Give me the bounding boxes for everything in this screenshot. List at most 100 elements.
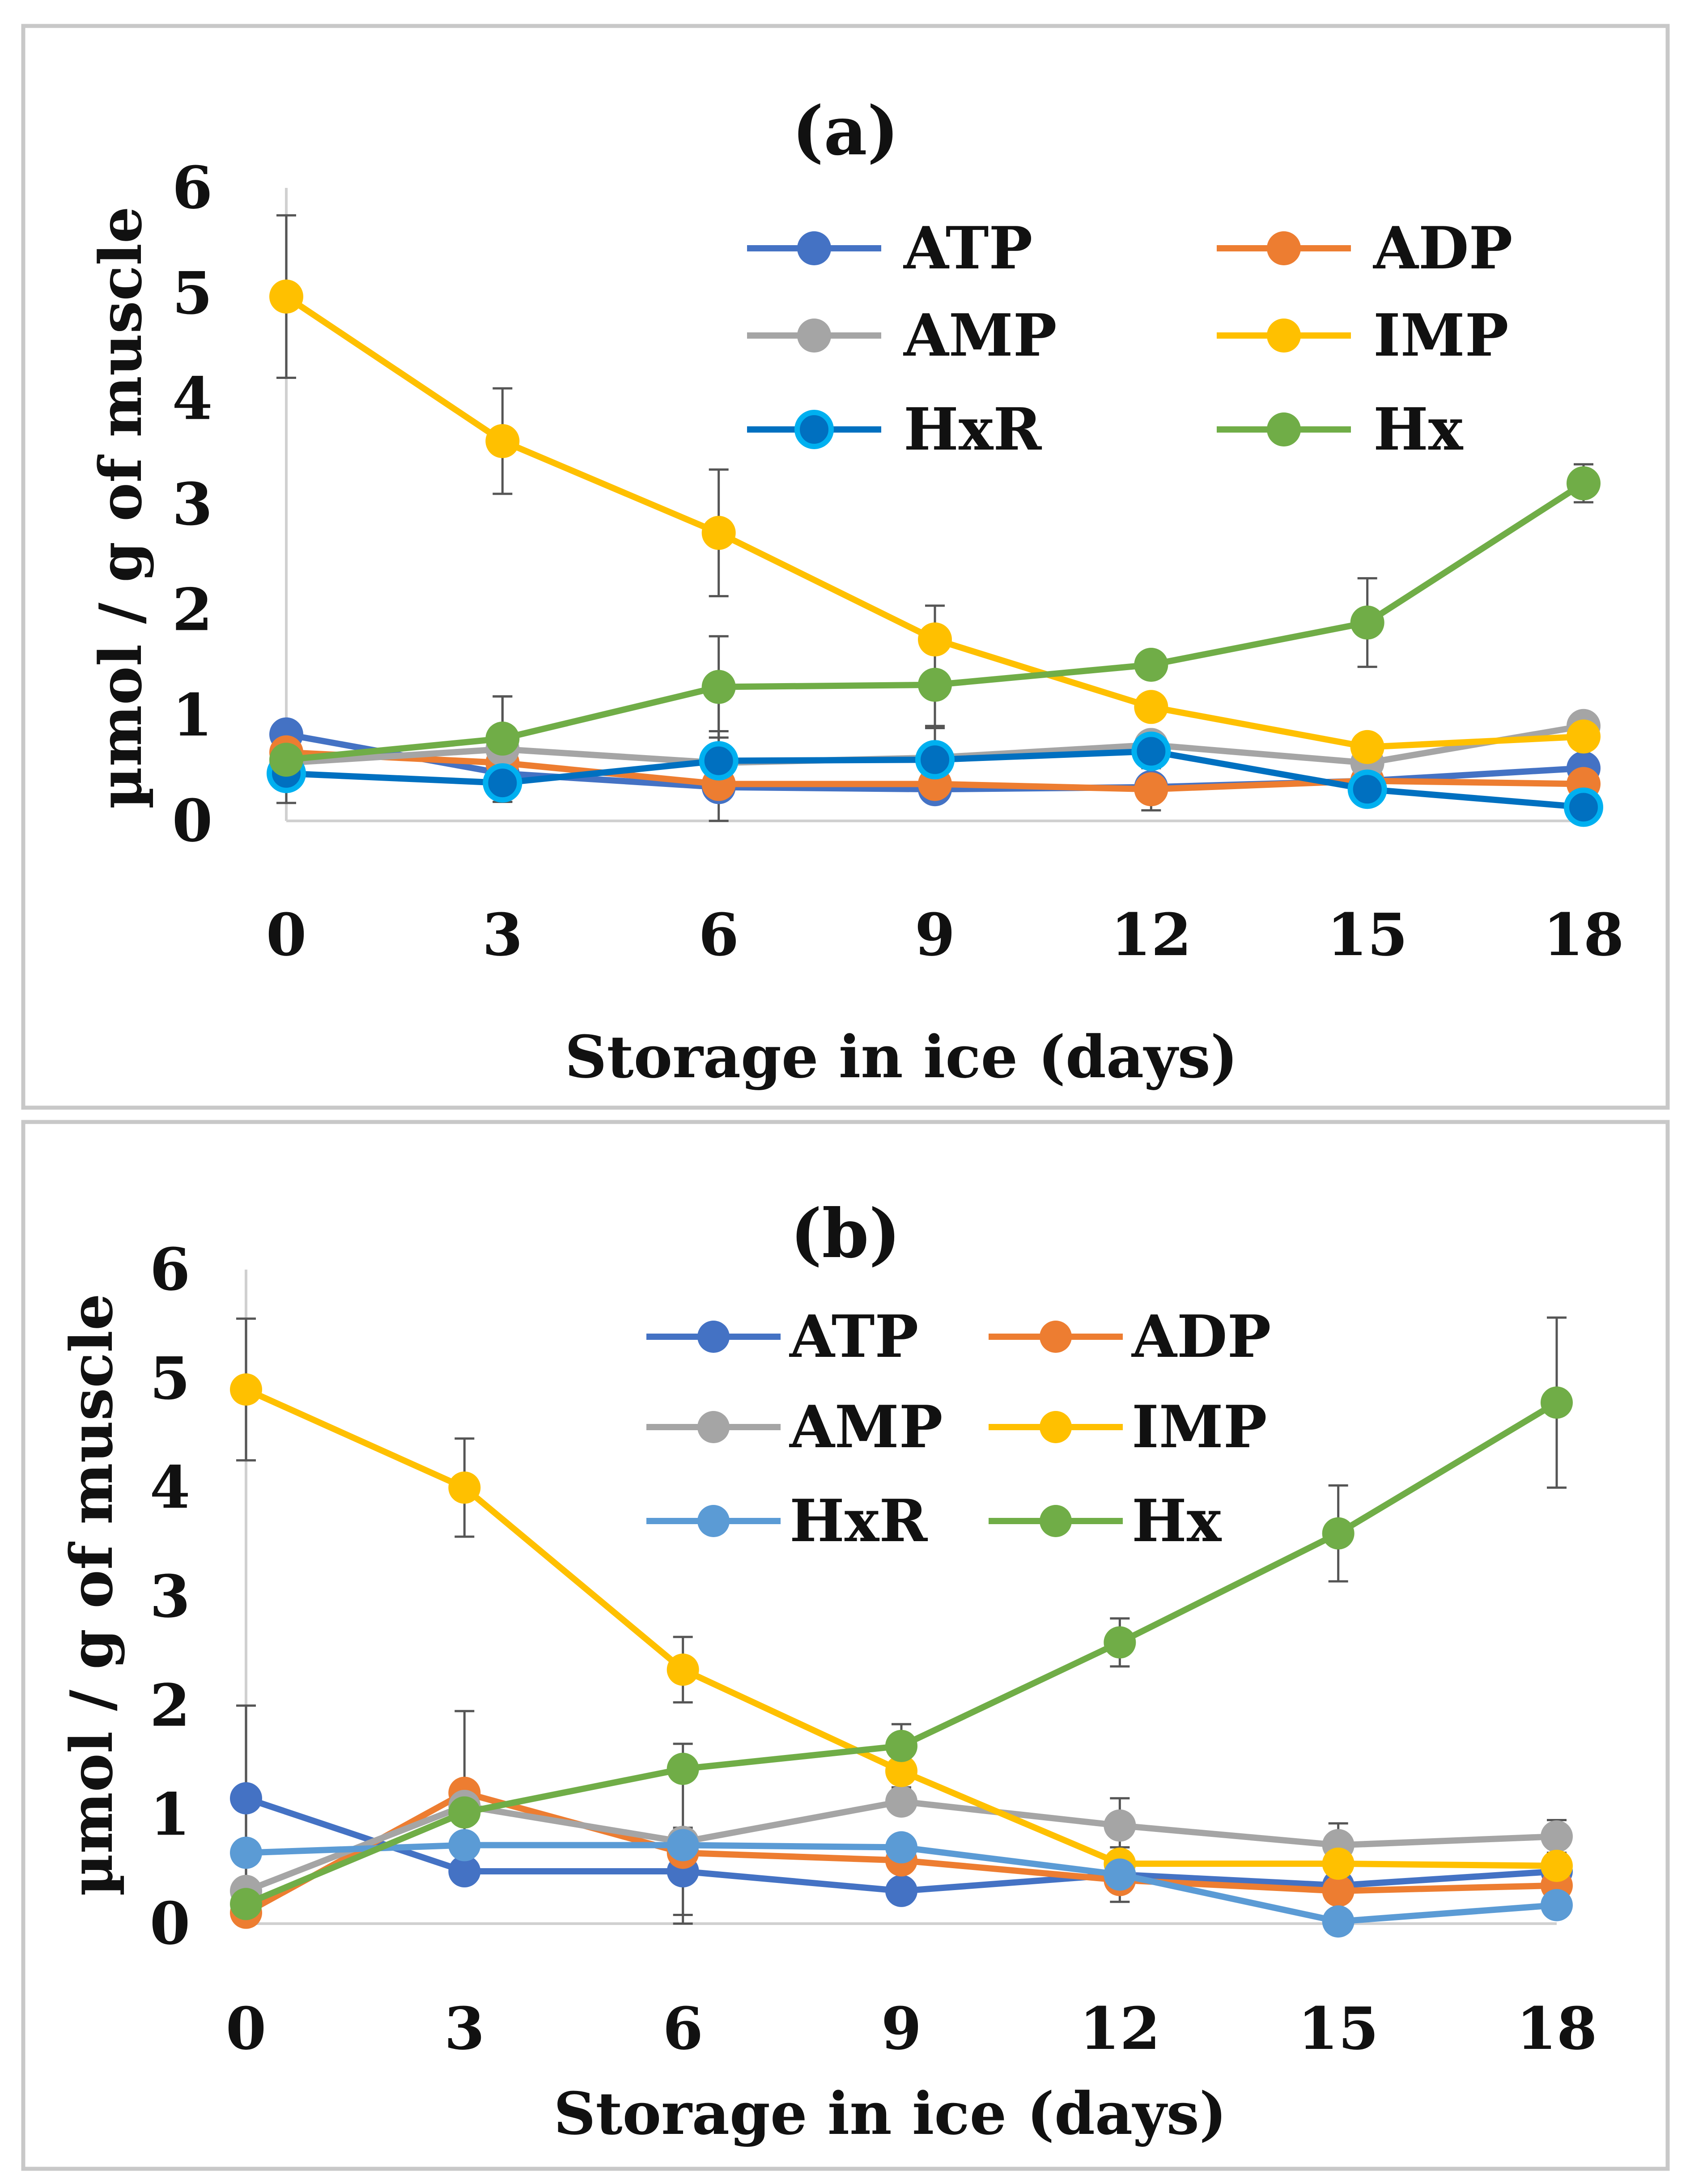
data-point-imp (701, 516, 736, 550)
data-point-adp (1322, 1874, 1355, 1907)
data-point-hx (269, 743, 303, 777)
data-point-hxr (1541, 1889, 1573, 1921)
data-point-hx (1322, 1517, 1355, 1550)
legend-marker-atp (697, 1321, 730, 1353)
legend-marker-imp (1040, 1411, 1072, 1443)
legend-marker-adp (1267, 231, 1301, 265)
legend-label-atp: ATP (903, 214, 1032, 282)
legend-marker-amp (797, 319, 831, 353)
data-point-imp (448, 1471, 481, 1504)
y-tick-label: 2 (150, 1671, 190, 1740)
x-tick-label: 3 (444, 1994, 484, 2063)
legend-label-imp: IMP (1373, 301, 1508, 370)
legend-label-adp: ADP (1131, 1302, 1271, 1371)
data-point-hxr (1347, 769, 1387, 809)
x-tick-label: 18 (1543, 901, 1624, 969)
y-tick-label: 0 (150, 1889, 190, 1958)
data-point-hxr (667, 1829, 699, 1861)
data-point-hx (230, 1888, 262, 1921)
data-point-amp (1541, 1820, 1573, 1853)
y-tick-label: 6 (172, 153, 212, 222)
legend-marker-hx (1267, 412, 1301, 446)
panel-a-title: (a) (792, 92, 899, 170)
legend-marker-hx (1040, 1505, 1072, 1537)
y-tick-label: 0 (172, 786, 212, 855)
panel-b-y-axis-title: µmol / g of muscle (57, 1293, 126, 1896)
data-point-atp (885, 1874, 917, 1907)
data-point-imp (230, 1373, 262, 1406)
legend-label-hx: Hx (1373, 395, 1464, 463)
data-point-hx (918, 667, 952, 702)
legend-label-amp: AMP (789, 1393, 943, 1461)
data-point-atp (230, 1782, 262, 1814)
data-point-hxr (915, 740, 955, 780)
data-point-hx (701, 670, 736, 704)
legend-label-adp: ADP (1372, 214, 1512, 282)
panel-b: (b) µmol / g of muscle Storage in ice (d… (21, 1120, 1670, 2171)
y-tick-label: 5 (150, 1344, 190, 1413)
panel-a-frame (21, 24, 1670, 1110)
data-point-hx (485, 722, 520, 756)
data-point-hx (667, 1752, 699, 1785)
x-tick-label: 9 (881, 1994, 921, 2063)
legend-marker-imp (1267, 319, 1301, 353)
x-tick-label: 12 (1111, 901, 1192, 969)
data-point-imp (1567, 719, 1601, 754)
x-tick-label: 9 (915, 901, 955, 969)
legend-marker-adp (1040, 1321, 1072, 1353)
data-point-imp (1134, 690, 1168, 724)
data-point-hxr (230, 1836, 262, 1869)
legend-label-amp: AMP (903, 301, 1057, 370)
data-point-atp (448, 1855, 481, 1888)
data-point-imp (1541, 1849, 1573, 1882)
legend-marker-atp (797, 231, 831, 265)
data-point-imp (1322, 1847, 1355, 1880)
panel-a-legend: ATP ADP AMP IMP HxR Hx (747, 214, 1512, 463)
data-point-hxr (483, 763, 522, 803)
data-point-imp (485, 424, 520, 458)
data-point-hx (1541, 1386, 1573, 1419)
data-point-imp (918, 622, 952, 657)
panel-a-x-axis-title: Storage in ice (days) (565, 1023, 1238, 1091)
x-tick-label: 15 (1298, 1994, 1379, 2063)
panel-b-title: (b) (790, 1194, 901, 1273)
data-point-amp (1104, 1809, 1136, 1842)
x-tick-label: 3 (482, 901, 522, 969)
data-point-hxr (448, 1829, 481, 1861)
panel-b-legend: ATP ADP AMP IMP HxR Hx (646, 1302, 1271, 1555)
data-point-hx (1567, 466, 1601, 501)
data-point-adp (1134, 772, 1168, 807)
data-point-imp (1350, 730, 1384, 764)
legend-label-hxr: HxR (790, 1487, 928, 1555)
data-point-hxr (1104, 1858, 1136, 1891)
x-tick-label: 12 (1079, 1994, 1160, 2063)
data-point-hx (1104, 1626, 1136, 1659)
legend-label-atp: ATP (789, 1302, 918, 1371)
panel-b-x-axis-title: Storage in ice (days) (554, 2079, 1227, 2148)
x-tick-label: 0 (226, 1994, 266, 2063)
x-tick-label: 18 (1516, 1994, 1597, 2063)
data-point-hxr (699, 741, 739, 781)
y-tick-label: 4 (150, 1453, 190, 1521)
y-tick-label: 1 (150, 1780, 190, 1848)
data-point-hx (448, 1796, 481, 1829)
y-tick-label: 1 (172, 681, 212, 749)
data-point-hx (885, 1729, 917, 1762)
y-tick-label: 3 (150, 1562, 190, 1631)
x-tick-label: 15 (1327, 901, 1408, 969)
x-tick-label: 6 (698, 901, 739, 969)
data-point-hxr (1322, 1905, 1355, 1938)
y-tick-label: 3 (172, 470, 212, 539)
panel-a: (a) µmol / g of muscle Storage in ice (d… (21, 24, 1670, 1110)
data-point-hxr (1131, 731, 1171, 771)
legend-label-imp: IMP (1132, 1393, 1267, 1461)
y-tick-label: 5 (172, 259, 212, 327)
legend-label-hxr: HxR (904, 395, 1042, 463)
legend-marker-hxr (697, 1505, 730, 1537)
data-point-imp (885, 1755, 917, 1787)
data-point-imp (667, 1653, 699, 1686)
y-tick-label: 2 (172, 575, 212, 644)
legend-marker-amp (697, 1411, 730, 1443)
data-point-amp (885, 1785, 917, 1818)
